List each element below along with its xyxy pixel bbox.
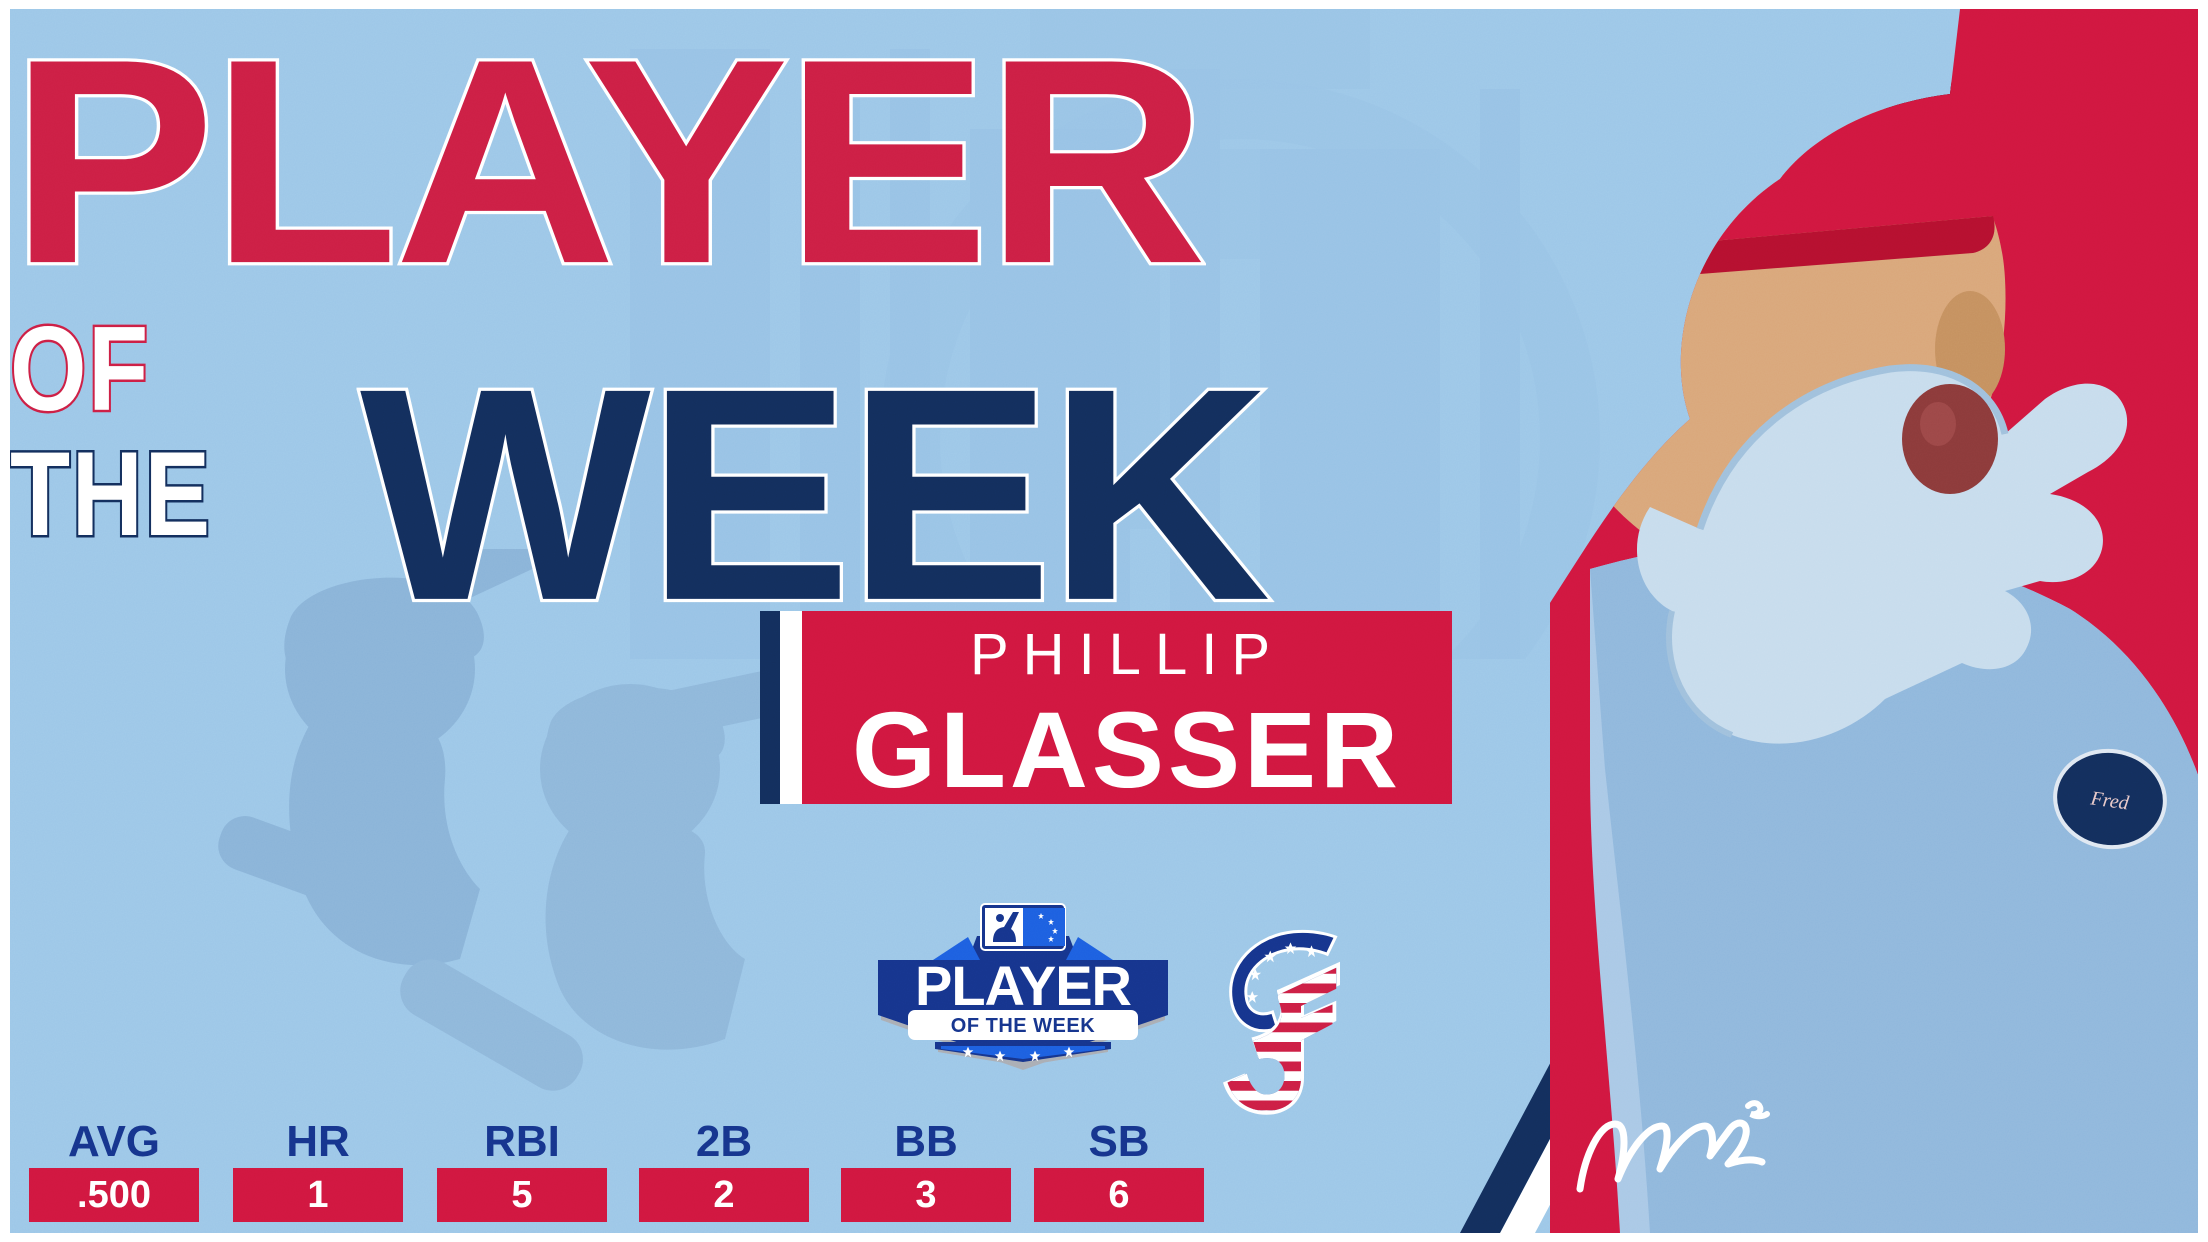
svg-text:OF THE WEEK: OF THE WEEK — [951, 1015, 1095, 1037]
svg-text:PLAYER: PLAYER — [915, 954, 1132, 1017]
svg-text:F: F — [1587, 29, 1692, 186]
